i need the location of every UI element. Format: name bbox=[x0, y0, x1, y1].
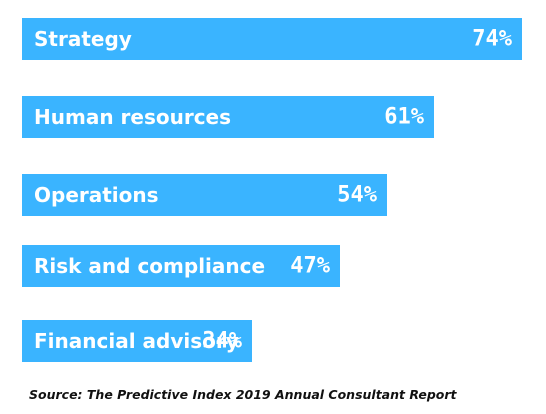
bar-group: Operations 54% bbox=[22, 174, 387, 216]
bar-category-label: Financial advisory bbox=[34, 329, 239, 353]
source-note: Source: The Predictive Index 2019 Annual… bbox=[29, 387, 457, 402]
bar-category-label: Human resources bbox=[34, 105, 231, 129]
bar-group: Human resources 61% bbox=[22, 96, 434, 138]
bar-value-label: 54% bbox=[337, 183, 377, 208]
bar-value-label: 74% bbox=[472, 27, 512, 52]
bar-group: Risk and compliance 47% bbox=[22, 245, 340, 287]
bar bbox=[22, 96, 434, 138]
bar-group: Strategy 74% bbox=[22, 18, 522, 60]
bar bbox=[22, 320, 252, 362]
bar bbox=[22, 245, 340, 287]
bar-category-label: Risk and compliance bbox=[34, 254, 265, 278]
bar-category-label: Strategy bbox=[34, 27, 132, 51]
bar-category-label: Operations bbox=[34, 183, 159, 207]
bar-value-label: 61% bbox=[384, 105, 424, 130]
bar-value-label: 34% bbox=[202, 329, 242, 354]
bar bbox=[22, 174, 387, 216]
bar-value-label: 47% bbox=[290, 254, 330, 279]
bar bbox=[22, 18, 522, 60]
